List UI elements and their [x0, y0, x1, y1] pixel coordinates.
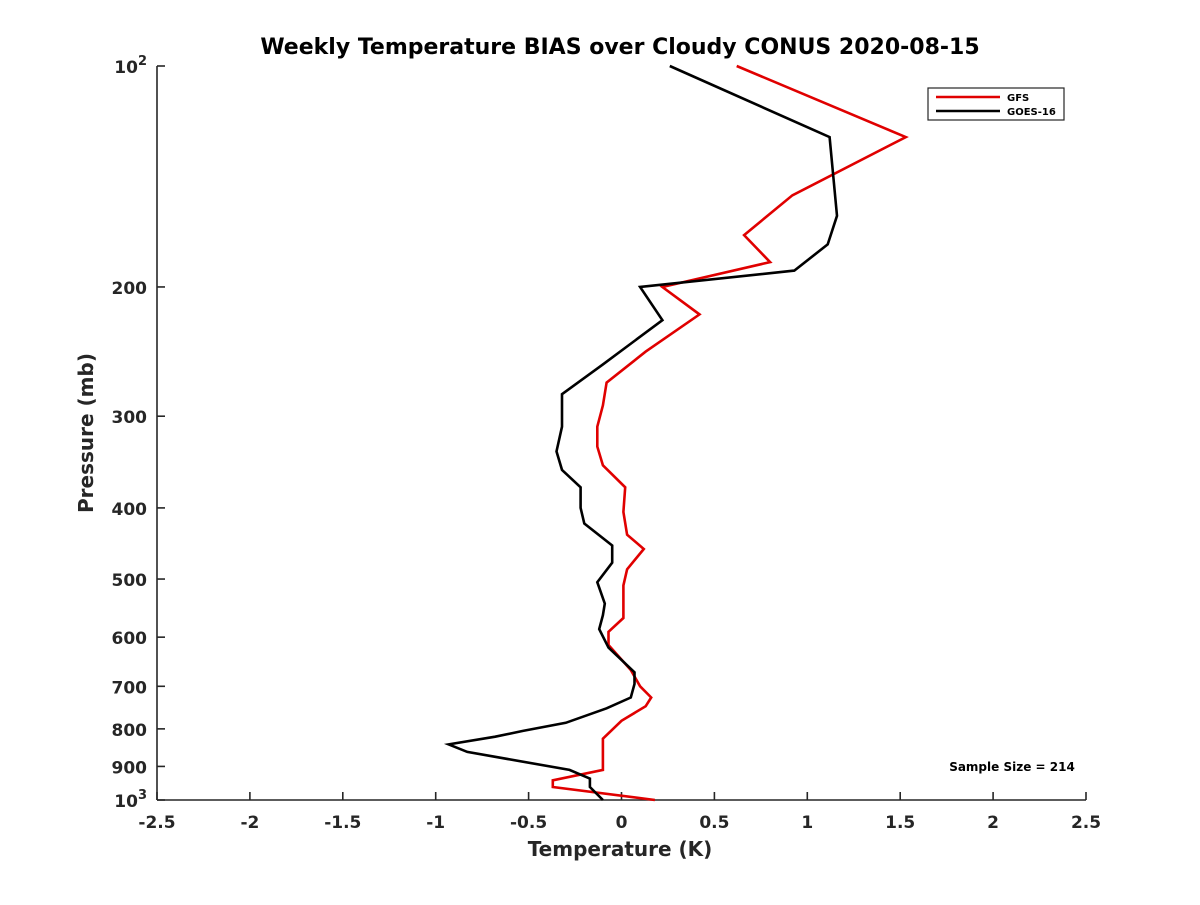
y-tick-label-base: 800: [112, 721, 148, 741]
y-tick-label: 400: [112, 500, 148, 520]
x-tick-label: -0.5: [510, 813, 547, 833]
y-tick-label-base: 900: [112, 758, 148, 778]
x-tick-label: -1.5: [324, 813, 361, 833]
y-tick-label: 800: [112, 721, 148, 741]
x-tick-label: 0.5: [699, 813, 729, 833]
x-tick-label: 1.5: [885, 813, 915, 833]
y-tick-label-base: 200: [112, 279, 148, 299]
x-tick-label: -2: [240, 813, 259, 833]
x-ticks: -2.5 -2 -1.5 -1 -0.5 0 0.5 1 1.5 2 2.5: [138, 792, 1101, 833]
y-tick-label: 300: [112, 408, 148, 428]
x-tick-label: 2: [987, 813, 999, 833]
chart-legend: GFS GOES-16: [927, 87, 1065, 121]
chart-title: Weekly Temperature BIAS over Cloudy CONU…: [260, 35, 979, 60]
series-line-goes-16: [443, 64, 839, 801]
x-tick-label: -1: [426, 813, 445, 833]
y-tick-label: 103: [114, 788, 147, 812]
y-tick-label: 600: [112, 629, 148, 649]
x-tick-label: 1: [801, 813, 813, 833]
x-axis-label: Temperature (K): [528, 837, 713, 861]
y-tick-label: 200: [112, 279, 148, 299]
y-tick-label-exponent: 3: [138, 788, 147, 803]
legend-label: GFS: [1007, 93, 1029, 104]
y-tick-label-base: 700: [112, 678, 148, 698]
y-tick-label: 500: [112, 571, 148, 591]
y-tick-label: 700: [112, 678, 148, 698]
legend-label: GOES-16: [1007, 107, 1056, 118]
x-tick-label: 2.5: [1071, 813, 1101, 833]
y-tick-label-base: 600: [112, 629, 148, 649]
y-tick-label-base: 500: [112, 571, 148, 591]
y-tick-label: 900: [112, 758, 148, 778]
y-tick-label-exponent: 2: [138, 54, 147, 69]
y-tick-label-base: 10: [114, 792, 138, 812]
y-tick-label-base: 300: [112, 408, 148, 428]
y-tick-label-base: 10: [114, 58, 138, 78]
y-axis-label: Pressure (mb): [74, 353, 98, 513]
y-tick-label-base: 400: [112, 500, 148, 520]
sample-size-annotation: Sample Size = 214: [949, 760, 1075, 774]
x-tick-label: -2.5: [138, 813, 175, 833]
legend-box: [927, 87, 1065, 121]
series-line-gfs: [551, 64, 909, 802]
x-tick-label: 0: [616, 813, 628, 833]
y-tick-label: 102: [114, 54, 147, 78]
chart-axes: [156, 66, 1086, 801]
series-layer: [443, 64, 909, 802]
